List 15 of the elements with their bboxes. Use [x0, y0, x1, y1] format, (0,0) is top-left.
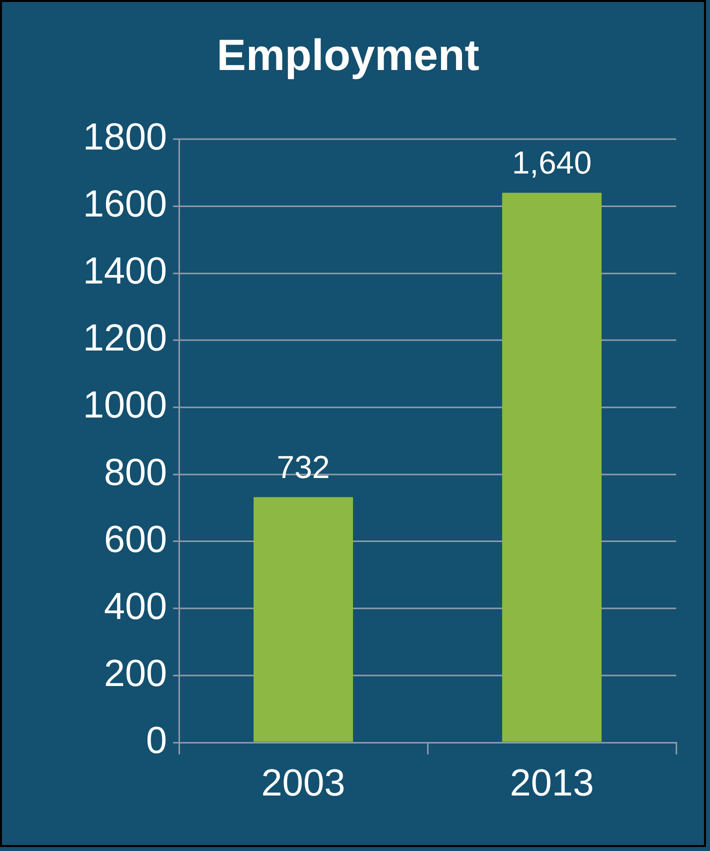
chart-title: Employment — [216, 31, 480, 80]
y-tick-label: 1400 — [83, 250, 168, 293]
y-tick-label: 1200 — [83, 318, 168, 360]
y-tick-label: 0 — [146, 720, 168, 762]
y-tick-label: 400 — [104, 586, 168, 628]
y-tick-label: 1600 — [83, 184, 168, 226]
data-label: 1,640 — [512, 144, 592, 181]
y-tick-label: 1800 — [83, 116, 168, 159]
y-tick-label: 800 — [104, 452, 168, 494]
y-tick-label: 200 — [104, 652, 168, 695]
x-tick-label: 2013 — [510, 762, 594, 805]
y-tick-label: 600 — [104, 518, 168, 561]
data-label: 732 — [276, 449, 330, 486]
x-tick-label: 2003 — [261, 762, 346, 805]
y-tick-label: 1000 — [83, 384, 168, 427]
